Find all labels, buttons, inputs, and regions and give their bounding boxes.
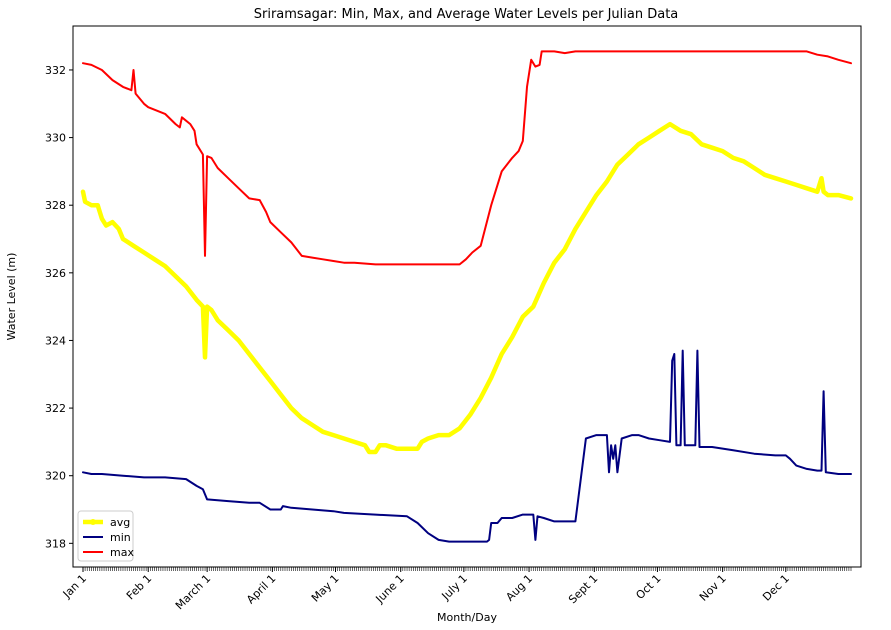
series-line-max: [82, 50, 852, 266]
y-tick-label: 332: [45, 64, 66, 77]
legend-label-min: min: [110, 531, 131, 544]
y-tick-label: 324: [45, 334, 66, 347]
y-tick-label: 318: [45, 537, 66, 550]
y-tick-label: 330: [45, 132, 66, 145]
series-line-min: [82, 349, 852, 543]
y-tick-label: 326: [45, 267, 66, 280]
y-tick-label: 328: [45, 199, 66, 212]
y-axis-title: Water Level (m): [5, 253, 18, 341]
chart-title: Sriramsagar: Min, Max, and Average Water…: [254, 7, 679, 22]
x-axis-title: Month/Day: [437, 611, 497, 624]
legend-marker-avg: [90, 519, 96, 525]
legend-label-max: max: [110, 546, 134, 559]
legend: avg min max: [77, 510, 134, 562]
y-tick-label: 320: [45, 470, 66, 483]
y-tick-label: 322: [45, 402, 66, 415]
legend-label-avg: avg: [110, 516, 130, 529]
series-line-avg: [80, 121, 854, 455]
plot-frame: [72, 25, 862, 568]
